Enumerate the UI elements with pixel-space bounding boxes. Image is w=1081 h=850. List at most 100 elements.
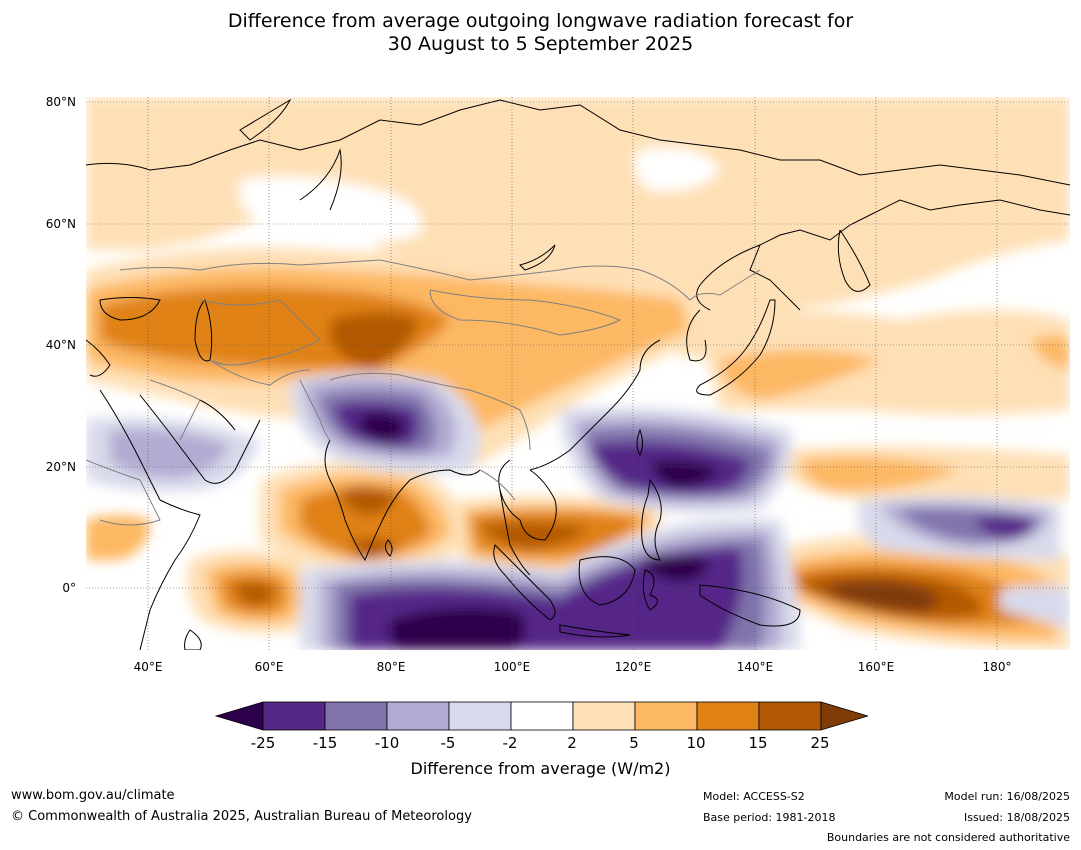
- chart-title-line-2: 30 August to 5 September 2025: [387, 33, 694, 55]
- lon-label-180: 180°: [982, 660, 1012, 674]
- border-iran-afghanistan: [209, 359, 311, 386]
- anomaly-region-north-pacific-mid: [720, 350, 880, 400]
- colorbar-tick-label: -10: [374, 734, 400, 752]
- colorbar-segment: [510, 701, 574, 731]
- lon-label-140e: 140°E: [736, 660, 774, 674]
- coastline-baikal: [519, 244, 556, 271]
- coastline-indochina: [498, 459, 557, 541]
- colorbar-tick-label: -2: [502, 734, 518, 752]
- coastline-black-sea: [99, 297, 161, 321]
- anomaly-region-equatorial-extreme-east: [640, 555, 710, 582]
- coastline-borneo: [578, 556, 636, 606]
- country-borders: [86, 259, 761, 526]
- colorbar-extension-low: [214, 701, 264, 731]
- map-gridlines: [86, 97, 1070, 650]
- lat-label-20n: 20°N: [45, 460, 76, 474]
- coastline-kamchatka: [837, 229, 871, 292]
- border-pakistan-india: [299, 379, 331, 441]
- anomaly-region-tibet-south-extreme: [360, 412, 405, 442]
- colorbar-segment: [634, 701, 698, 731]
- website-link[interactable]: www.bom.gov.au/climate: [11, 788, 175, 803]
- border-russia-kazakhstan: [119, 259, 381, 271]
- coastline-ob-bay: [299, 148, 342, 211]
- border-indochina: [479, 469, 516, 501]
- coastline-caspian: [194, 299, 213, 362]
- colorbar-tick-label: 10: [686, 734, 706, 752]
- anomaly-region-central-pacific-purple-very-strong: [975, 515, 1035, 540]
- colorbar-extension-high: [820, 701, 868, 731]
- coastline-sumatra: [493, 544, 556, 621]
- border-africa: [86, 459, 161, 526]
- coastline-korea: [686, 309, 707, 362]
- coastline-japan: [696, 299, 776, 396]
- coastline-arabia: [139, 394, 261, 484]
- model-name: Model: ACCESS-S2: [703, 790, 805, 803]
- boundaries-disclaimer: Boundaries are not considered authoritat…: [826, 831, 1070, 844]
- anomaly-region-india-very-strong: [340, 486, 395, 515]
- border-mongolia: [429, 289, 622, 336]
- border-central-asia: [199, 299, 321, 366]
- coastline-novaya-zemlya: [239, 98, 292, 141]
- colorbar-segment: [448, 701, 512, 731]
- anomaly-region-east-africa-mid: [86, 515, 150, 560]
- anomaly-region-west-indian-ocean-very-strong: [235, 582, 275, 606]
- colorbar-segment: [696, 701, 760, 731]
- anomaly-region-south-indian-white: [160, 620, 300, 650]
- lon-label-100e: 100°E: [493, 660, 531, 674]
- lat-label-60n: 60°N: [45, 217, 76, 231]
- anomaly-region-east-pacific-mid: [1030, 335, 1070, 370]
- base-period: Base period: 1981-2018: [703, 811, 836, 824]
- anomaly-region-tibet-strong: [330, 312, 420, 370]
- coastline-okhotsk: [696, 244, 761, 311]
- colorbar-tick-label: 25: [810, 734, 830, 752]
- colorbar-title: Difference from average (W/m2): [410, 759, 671, 778]
- anomaly-region-north-light: [86, 97, 1070, 360]
- coastline-java: [559, 624, 631, 638]
- border-china-south: [329, 372, 531, 451]
- lon-label-160e: 160°E: [857, 660, 895, 674]
- colorbar: [214, 701, 868, 731]
- chart-title-line-1: Difference from average outgoing longwav…: [227, 10, 854, 32]
- colorbar-tick-label: -25: [250, 734, 276, 752]
- coastline-east-africa: [139, 499, 201, 650]
- lat-label-0: 0°: [62, 581, 76, 595]
- coastline-india: [324, 439, 481, 562]
- coastline-malay: [499, 489, 531, 576]
- anomaly-region-se-asia-very-strong: [480, 522, 590, 550]
- coastline-madagascar: [184, 629, 202, 650]
- anomaly-region-central-pacific-mid: [800, 456, 960, 491]
- anomaly-region-arctic-white: [634, 147, 720, 191]
- colorbar-tick-label: 15: [748, 734, 768, 752]
- colorbar-tick-label: 2: [567, 734, 577, 752]
- anomaly-region-west-pacific-extreme: [650, 460, 720, 488]
- colorbar-segment: [262, 701, 326, 731]
- colorbar-segment: [324, 701, 388, 731]
- coastline-philippines: [641, 478, 662, 561]
- anomaly-region-arabian-mid: [110, 429, 230, 478]
- coastline-sulawesi: [642, 569, 658, 611]
- lat-label-80n: 80°N: [45, 95, 76, 109]
- coastlines: [86, 98, 1070, 650]
- anomaly-region-india-strong: [300, 486, 430, 558]
- model-run-date: Model run: 16/08/2025: [944, 790, 1070, 803]
- colorbar-tick-label: -5: [440, 734, 456, 752]
- coastline-arctic-russia: [86, 99, 1070, 186]
- lon-label-80e: 80°E: [376, 660, 406, 674]
- lon-label-120e: 120°E: [614, 660, 652, 674]
- copyright-notice: © Commonwealth of Australia 2025, Austra…: [11, 809, 472, 824]
- coastline-taiwan: [636, 428, 643, 457]
- coastline-mediterranean: [86, 339, 111, 377]
- olr-anomaly-map: [86, 97, 1070, 650]
- coastline-red-sea: [99, 389, 161, 501]
- border-arabia: [149, 379, 201, 441]
- anomaly-region-siberia-white: [240, 176, 422, 244]
- colorbar-tick-label: -15: [312, 734, 338, 752]
- coastline-china-east: [529, 339, 661, 471]
- anomaly-region-equatorial-pacific-extreme: [830, 581, 938, 612]
- colorbar-segment: [386, 701, 450, 731]
- anomaly-field: [86, 97, 1070, 650]
- issued-date: Issued: 18/08/2025: [963, 811, 1070, 824]
- lon-label-40e: 40°E: [133, 660, 163, 674]
- lat-label-40n: 40°N: [45, 338, 76, 352]
- coastline-new-guinea: [699, 584, 801, 627]
